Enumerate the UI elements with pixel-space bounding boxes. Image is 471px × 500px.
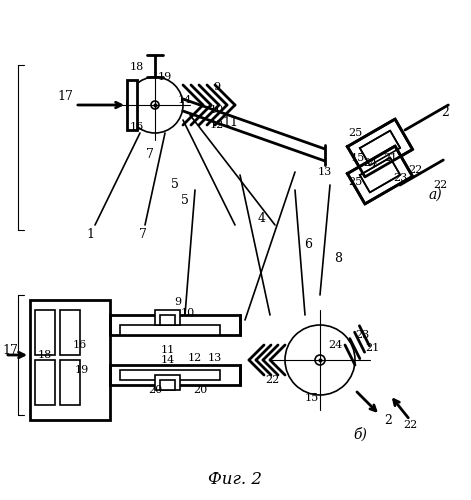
Text: 24: 24 bbox=[363, 158, 377, 168]
Text: 17: 17 bbox=[2, 344, 18, 356]
Text: 24: 24 bbox=[328, 340, 342, 350]
Circle shape bbox=[127, 77, 183, 133]
Circle shape bbox=[315, 355, 325, 365]
Text: 19: 19 bbox=[158, 72, 172, 82]
Bar bbox=[120, 325, 220, 335]
Text: 17: 17 bbox=[57, 90, 73, 104]
Text: 22: 22 bbox=[403, 420, 417, 430]
Text: 25: 25 bbox=[348, 128, 362, 138]
Text: 8: 8 bbox=[334, 252, 342, 264]
Polygon shape bbox=[348, 146, 413, 204]
Text: 20: 20 bbox=[148, 385, 162, 395]
Bar bbox=[35, 310, 55, 355]
Text: 9: 9 bbox=[174, 297, 181, 307]
Text: 4: 4 bbox=[258, 212, 266, 224]
Text: 7: 7 bbox=[146, 148, 154, 162]
Polygon shape bbox=[360, 158, 400, 192]
Circle shape bbox=[151, 101, 159, 109]
Text: 14: 14 bbox=[178, 95, 192, 105]
Text: а): а) bbox=[428, 188, 442, 202]
Bar bbox=[127, 80, 137, 130]
Text: 11: 11 bbox=[161, 345, 175, 355]
Text: 10: 10 bbox=[181, 308, 195, 318]
Text: 13: 13 bbox=[318, 167, 332, 177]
Bar bbox=[160, 380, 175, 390]
Circle shape bbox=[285, 325, 355, 395]
Text: 1: 1 bbox=[86, 228, 94, 241]
Bar bbox=[60, 360, 80, 405]
Text: 10: 10 bbox=[210, 105, 224, 115]
Text: 12: 12 bbox=[210, 120, 224, 130]
Text: 22: 22 bbox=[408, 165, 422, 175]
Text: 2: 2 bbox=[384, 414, 392, 426]
Bar bbox=[60, 310, 80, 355]
Text: 18: 18 bbox=[130, 62, 144, 72]
Text: 5: 5 bbox=[181, 194, 189, 206]
Bar bbox=[110, 365, 240, 385]
Bar bbox=[155, 310, 180, 325]
Text: б): б) bbox=[353, 428, 367, 442]
Bar bbox=[160, 315, 175, 325]
Text: 21: 21 bbox=[365, 343, 379, 353]
Text: 15: 15 bbox=[305, 393, 319, 403]
Bar bbox=[155, 375, 180, 390]
Text: 14: 14 bbox=[161, 355, 175, 365]
Text: 13: 13 bbox=[208, 353, 222, 363]
Polygon shape bbox=[348, 119, 413, 177]
Text: 11: 11 bbox=[222, 116, 238, 130]
Text: 5: 5 bbox=[171, 178, 179, 192]
Bar bbox=[120, 370, 220, 380]
Text: 23: 23 bbox=[355, 330, 369, 340]
Text: 16: 16 bbox=[73, 340, 87, 350]
Text: 2: 2 bbox=[441, 106, 449, 118]
Text: 19: 19 bbox=[75, 365, 89, 375]
Text: 18: 18 bbox=[38, 350, 52, 360]
Text: 15: 15 bbox=[351, 153, 365, 163]
Text: Фиг. 2: Фиг. 2 bbox=[208, 472, 262, 488]
Bar bbox=[35, 360, 55, 405]
Polygon shape bbox=[360, 130, 400, 166]
Text: 9: 9 bbox=[213, 82, 220, 92]
Text: 25: 25 bbox=[348, 177, 362, 187]
Text: 21: 21 bbox=[383, 153, 397, 163]
Text: 23: 23 bbox=[393, 173, 407, 183]
Bar bbox=[30, 300, 110, 420]
Text: 22: 22 bbox=[265, 375, 279, 385]
Text: 22: 22 bbox=[433, 180, 447, 190]
Bar bbox=[110, 315, 240, 335]
Text: 20: 20 bbox=[193, 385, 207, 395]
Text: 7: 7 bbox=[139, 228, 147, 241]
Text: 16: 16 bbox=[130, 122, 144, 132]
Text: 6: 6 bbox=[304, 238, 312, 252]
Text: 12: 12 bbox=[188, 353, 202, 363]
